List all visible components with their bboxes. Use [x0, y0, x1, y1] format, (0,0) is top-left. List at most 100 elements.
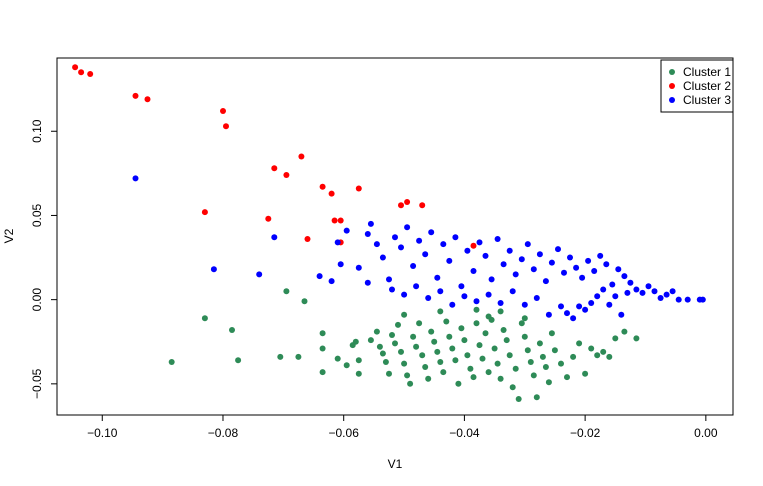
- data-point-cluster-3: [343, 227, 350, 234]
- data-point-cluster-2: [304, 236, 311, 242]
- data-point-cluster-1: [437, 308, 444, 315]
- data-point-cluster-3: [561, 269, 567, 276]
- data-point-cluster-1: [434, 348, 441, 355]
- data-point-cluster-3: [506, 247, 513, 254]
- data-point-cluster-3: [509, 288, 516, 295]
- data-point-cluster-3: [512, 271, 519, 278]
- y-tick-label: −0.05: [30, 368, 44, 399]
- data-point-cluster-2: [265, 215, 272, 222]
- data-point-cluster-1: [295, 353, 302, 360]
- data-point-cluster-3: [582, 306, 589, 313]
- data-point-cluster-3: [482, 252, 489, 259]
- data-point-cluster-1: [551, 347, 558, 354]
- data-point-cluster-3: [470, 268, 477, 274]
- y-axis-label: V2: [2, 228, 16, 243]
- data-point-cluster-3: [675, 296, 682, 303]
- data-point-cluster-1: [386, 370, 392, 377]
- data-point-cluster-1: [512, 365, 519, 372]
- data-point-cluster-1: [545, 379, 552, 386]
- data-point-cluster-1: [548, 330, 555, 337]
- data-point-cluster-2: [319, 183, 326, 190]
- data-point-cluster-3: [452, 234, 459, 241]
- data-point-cluster-3: [485, 291, 492, 298]
- data-point-cluster-2: [337, 217, 344, 224]
- data-point-cluster-2: [470, 242, 477, 249]
- data-point-cluster-3: [576, 303, 583, 310]
- data-point-cluster-1: [491, 345, 498, 352]
- data-point-cluster-3: [389, 286, 395, 293]
- legend-box: [660, 59, 734, 113]
- data-point-cluster-1: [425, 375, 432, 382]
- data-point-cluster-3: [367, 220, 374, 227]
- data-point-cluster-1: [422, 364, 429, 370]
- data-point-cluster-3: [621, 273, 628, 280]
- data-point-cluster-1: [539, 353, 546, 360]
- data-point-cluster-3: [428, 229, 435, 236]
- data-point-cluster-3: [364, 231, 371, 237]
- data-point-cluster-1: [576, 340, 583, 347]
- data-point-cluster-1: [479, 355, 486, 362]
- data-point-cluster-3: [545, 311, 552, 318]
- data-point-cluster-3: [271, 234, 278, 241]
- data-point-cluster-3: [663, 291, 670, 298]
- data-point-cluster-1: [376, 343, 383, 350]
- data-point-cluster-1: [506, 352, 513, 359]
- data-point-cluster-1: [564, 374, 570, 381]
- data-point-cluster-3: [600, 286, 607, 293]
- x-tick-label: −0.02: [570, 426, 601, 440]
- data-point-cluster-3: [633, 286, 640, 293]
- x-tick-label: 0.00: [694, 426, 718, 440]
- data-point-cluster-3: [316, 273, 323, 280]
- data-point-cluster-3: [624, 289, 631, 296]
- data-point-cluster-1: [527, 359, 534, 365]
- data-point-cluster-3: [603, 261, 610, 268]
- data-point-cluster-1: [395, 321, 401, 328]
- data-point-cluster-1: [497, 375, 504, 382]
- data-point-cluster-3: [669, 288, 676, 295]
- data-point-cluster-3: [699, 296, 706, 303]
- data-point-cluster-1: [355, 370, 362, 377]
- data-point-cluster-3: [564, 310, 570, 317]
- data-point-cluster-1: [612, 335, 619, 342]
- data-point-cluster-2: [355, 185, 362, 192]
- data-point-cluster-1: [542, 364, 549, 370]
- data-point-cluster-1: [558, 360, 564, 367]
- data-point-cluster-1: [319, 330, 326, 337]
- data-point-cluster-3: [132, 175, 139, 182]
- data-point-cluster-3: [494, 236, 501, 242]
- data-point-cluster-3: [570, 315, 577, 322]
- data-point-cluster-2: [78, 69, 85, 76]
- data-point-cluster-3: [210, 266, 217, 273]
- data-point-cluster-1: [570, 353, 577, 360]
- x-axis: −0.10 −0.08 −0.06 −0.04 −0.02 0.00: [87, 415, 718, 440]
- data-point-cluster-3: [440, 241, 447, 248]
- data-point-cluster-3: [458, 283, 465, 290]
- data-point-cluster-3: [615, 266, 622, 273]
- data-point-cluster-3: [533, 295, 540, 301]
- data-point-cluster-1: [452, 357, 459, 364]
- data-point-cluster-2: [404, 199, 411, 205]
- data-point-cluster-1: [485, 313, 492, 320]
- data-point-cluster-2: [201, 209, 208, 216]
- data-point-cluster-3: [476, 239, 483, 246]
- data-point-cluster-1: [524, 347, 531, 354]
- y-axis: −0.05 0.00 0.05 0.10: [30, 119, 57, 399]
- data-point-cluster-1: [301, 298, 308, 305]
- data-point-cluster-1: [518, 320, 525, 327]
- data-point-cluster-3: [446, 257, 453, 264]
- data-point-cluster-3: [609, 281, 616, 288]
- data-point-cluster-3: [588, 300, 595, 306]
- data-point-cluster-1: [407, 380, 414, 387]
- data-point-cluster-3: [521, 301, 528, 308]
- data-point-cluster-3: [373, 241, 380, 248]
- data-point-cluster-1: [600, 348, 607, 355]
- data-point-cluster-1: [367, 337, 374, 344]
- data-point-cluster-1: [428, 328, 435, 335]
- data-point-cluster-3: [334, 239, 341, 246]
- data-point-cluster-1: [449, 345, 456, 352]
- data-point-cluster-3: [413, 283, 420, 290]
- data-point-cluster-3: [256, 271, 263, 278]
- data-point-cluster-3: [567, 254, 573, 261]
- data-point-cluster-3: [464, 247, 471, 254]
- data-point-cluster-1: [485, 369, 492, 376]
